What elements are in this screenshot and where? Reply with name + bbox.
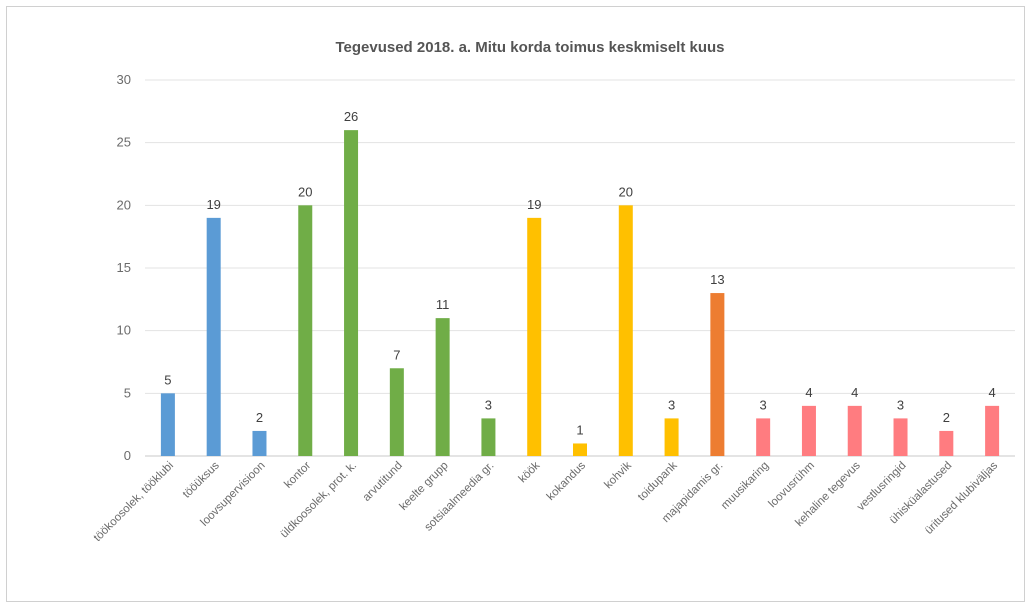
x-tick-label: kontor bbox=[282, 460, 313, 491]
y-tick-label: 25 bbox=[117, 135, 131, 150]
data-label: 19 bbox=[527, 197, 541, 212]
bar bbox=[435, 318, 450, 456]
bar bbox=[801, 405, 816, 456]
bar bbox=[847, 405, 862, 456]
bar bbox=[893, 418, 908, 456]
chart-title: Tegevused 2018. a. Mitu korda toimus kes… bbox=[335, 39, 724, 56]
y-tick-label: 10 bbox=[117, 323, 131, 338]
x-tick-label: tööüksus bbox=[181, 459, 222, 500]
data-label: 3 bbox=[897, 397, 904, 412]
bar bbox=[664, 418, 679, 456]
x-tick-label: köök bbox=[517, 459, 543, 485]
data-label: 4 bbox=[988, 385, 995, 400]
data-label: 3 bbox=[668, 397, 675, 412]
bar bbox=[252, 430, 267, 456]
data-label: 2 bbox=[943, 410, 950, 425]
bar bbox=[618, 205, 633, 456]
x-tick-label: üldkoosolek, prot. k. bbox=[278, 460, 359, 541]
data-label: 11 bbox=[436, 297, 450, 312]
bar bbox=[344, 130, 359, 456]
x-tick-label: toidupank bbox=[636, 459, 680, 503]
x-tick-label: loovusrühm bbox=[767, 460, 818, 511]
y-tick-label: 0 bbox=[124, 448, 131, 463]
bar bbox=[160, 393, 175, 456]
bar bbox=[710, 293, 725, 456]
data-label: 1 bbox=[576, 422, 583, 437]
data-label: 19 bbox=[206, 197, 220, 212]
data-label: 5 bbox=[164, 372, 171, 387]
x-tick-label: kohvik bbox=[602, 459, 634, 491]
bar bbox=[298, 205, 313, 456]
chart-frame bbox=[6, 6, 1025, 602]
y-tick-label: 30 bbox=[117, 72, 131, 87]
data-label: 20 bbox=[619, 184, 633, 199]
bar bbox=[206, 217, 221, 456]
data-label: 4 bbox=[851, 385, 858, 400]
x-tick-label: kokandus bbox=[545, 459, 588, 502]
x-tick-label: arvutitund bbox=[361, 460, 405, 504]
bar bbox=[573, 443, 587, 456]
data-label: 20 bbox=[298, 184, 312, 199]
data-label: 7 bbox=[393, 347, 400, 362]
y-tick-label: 20 bbox=[117, 197, 131, 212]
x-tick-label: muusikaring bbox=[719, 460, 771, 512]
data-label: 3 bbox=[485, 397, 492, 412]
bar bbox=[985, 405, 1000, 456]
bar bbox=[756, 418, 771, 456]
y-tick-label: 5 bbox=[124, 385, 131, 400]
bar bbox=[527, 217, 542, 456]
bar bbox=[481, 418, 496, 456]
bar bbox=[389, 368, 404, 456]
data-label: 2 bbox=[256, 410, 263, 425]
data-label: 13 bbox=[710, 272, 724, 287]
data-label: 3 bbox=[760, 397, 767, 412]
data-label: 4 bbox=[805, 385, 812, 400]
bar bbox=[939, 430, 954, 456]
y-tick-label: 15 bbox=[117, 260, 131, 275]
data-label: 26 bbox=[344, 109, 358, 124]
x-tick-label: töökoosolek, tööklubi bbox=[92, 460, 176, 544]
